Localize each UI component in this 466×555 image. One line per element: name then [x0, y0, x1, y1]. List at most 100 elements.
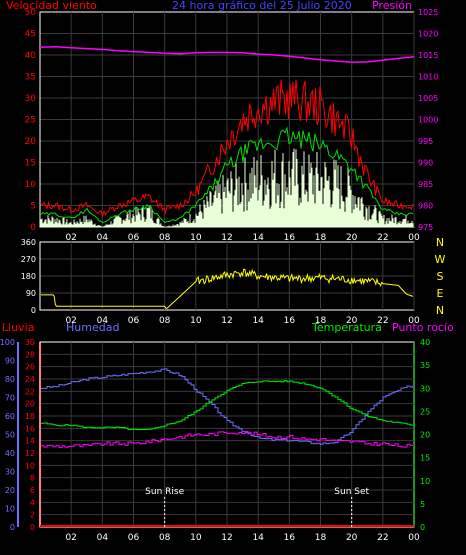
p2-x-tick: 02	[65, 316, 76, 326]
p1-x-tick: 16	[284, 233, 296, 243]
cardinal-label: N	[436, 236, 444, 249]
rain-label: Lluvia	[2, 321, 34, 334]
p2-x-tick: 14	[252, 316, 264, 326]
p1-x-tick: 00	[408, 233, 420, 243]
rain-y-tick: 16	[25, 424, 35, 433]
humidity-y-tick: 0	[10, 523, 15, 532]
p1-x-tick: 20	[346, 233, 358, 243]
cardinal-label: S	[437, 270, 444, 283]
humidity-label: Humedad	[66, 321, 119, 334]
wind-y-tick: 25	[25, 116, 36, 126]
humidity-y-tick: 10	[5, 505, 15, 514]
p2-x-tick: 10	[190, 316, 202, 326]
humidity-y-tick: 70	[5, 394, 15, 403]
direction-y-tick: 90	[26, 289, 36, 298]
p3-x-tick: 18	[315, 533, 327, 543]
direction-y-tick: 0	[31, 306, 36, 315]
pressure-y-tick: 1005	[418, 94, 438, 103]
pressure-y-tick: 1015	[418, 51, 438, 60]
humidity-y-tick: 80	[5, 375, 15, 384]
p1-x-tick: 06	[128, 233, 140, 243]
p2-x-tick: 20	[346, 316, 358, 326]
p1-x-tick: 10	[190, 233, 202, 243]
sun-marker-label: Sun Set	[334, 487, 369, 497]
temp-y-tick: 20	[420, 431, 430, 440]
chart-title: 24 hora gráfico del 25 Julio 2020	[172, 0, 352, 12]
wind-y-tick: 15	[25, 159, 36, 169]
p1-x-tick: 18	[315, 233, 327, 243]
temp-y-tick: 30	[420, 384, 430, 393]
p2-x-tick: 22	[377, 316, 388, 326]
wind-gust-line	[40, 79, 414, 218]
pressure-y-tick: 1025	[418, 8, 438, 17]
humidity-y-tick: 60	[5, 412, 15, 421]
rain-y-tick: 28	[25, 350, 35, 359]
temp-y-tick: 40	[420, 338, 430, 347]
pressure-y-tick: 1010	[418, 73, 438, 82]
rain-y-tick: 20	[25, 400, 35, 409]
pressure-y-tick: 975	[418, 223, 433, 232]
pressure-line	[39, 46, 415, 64]
wind-average-line	[40, 126, 414, 224]
pressure-y-tick: 990	[418, 159, 433, 168]
humidity-y-tick: 30	[5, 468, 15, 477]
rain-y-tick: 2	[30, 511, 35, 520]
rain-y-tick: 18	[25, 412, 35, 421]
wind-y-tick: 5	[30, 202, 36, 212]
dewpoint-line	[41, 430, 414, 448]
p2-x-tick: 18	[315, 316, 327, 326]
pressure-y-tick: 995	[418, 137, 433, 146]
wind-direction-panel: 0 N 90 E 180 S 270 W 360 N 02 04 06 08 10 12 14 16 18 20 22 0…	[21, 236, 446, 326]
temp-y-tick: 10	[420, 477, 430, 486]
rain-y-tick: 22	[25, 387, 35, 396]
p3-x-tick: 12	[221, 533, 232, 543]
p3-x-tick: 00	[408, 533, 420, 543]
wind-y-tick: 40	[25, 51, 37, 61]
humidity-y-tick: 40	[5, 449, 15, 458]
wind-y-tick: 20	[25, 137, 37, 147]
wind-y-tick: 0	[30, 223, 36, 233]
pressure-y-tick: 1000	[418, 116, 438, 125]
humidity-y-tick: 50	[5, 431, 15, 440]
wind-y-tick: 45	[25, 30, 36, 40]
p1-x-tick: 04	[97, 233, 109, 243]
wind-y-tick: 50	[25, 8, 37, 18]
p3-x-tick: 06	[128, 533, 140, 543]
p2-x-tick: 04	[97, 316, 109, 326]
direction-y-tick: 270	[21, 255, 36, 264]
rain-y-tick: 24	[25, 375, 35, 384]
wind-y-tick: 30	[25, 94, 37, 104]
p3-x-tick: 20	[346, 533, 358, 543]
temperature-label: Temperatura	[311, 321, 382, 334]
cardinal-label: N	[436, 304, 444, 317]
p3-x-tick: 04	[97, 533, 109, 543]
p1-x-tick: 02	[65, 233, 76, 243]
p2-x-tick: 08	[159, 316, 171, 326]
p3-x-tick: 08	[159, 533, 171, 543]
rain-y-tick: 8	[30, 474, 35, 483]
temp-y-tick: 25	[420, 407, 430, 416]
direction-y-tick: 180	[21, 272, 36, 281]
rain-y-tick: 4	[30, 498, 35, 507]
sun-marker-label: Sun Rise	[145, 487, 184, 497]
temp-humidity-panel: 0246810121416182022242628300102030405060…	[0, 338, 430, 543]
rain-y-tick: 10	[25, 461, 35, 470]
rain-y-tick: 6	[30, 486, 35, 495]
p1-x-tick: 14	[252, 233, 264, 243]
wind-y-tick: 10	[25, 180, 37, 190]
cardinal-label: E	[437, 287, 444, 300]
pressure-y-tick: 980	[418, 202, 433, 211]
humidity-y-tick: 20	[5, 486, 15, 495]
p2-x-tick: 16	[284, 316, 296, 326]
direction-y-tick: 360	[21, 238, 36, 247]
humidity-y-tick: 90	[5, 357, 15, 366]
humidity-y-tick: 100	[0, 338, 15, 347]
p2-x-tick: 12	[221, 316, 232, 326]
rain-y-tick: 26	[25, 363, 35, 372]
p1-x-tick: 08	[159, 233, 171, 243]
p1-x-tick: 12	[221, 233, 232, 243]
p3-x-tick: 22	[377, 533, 388, 543]
p3-x-tick: 02	[65, 533, 76, 543]
rain-y-tick: 30	[25, 338, 35, 347]
